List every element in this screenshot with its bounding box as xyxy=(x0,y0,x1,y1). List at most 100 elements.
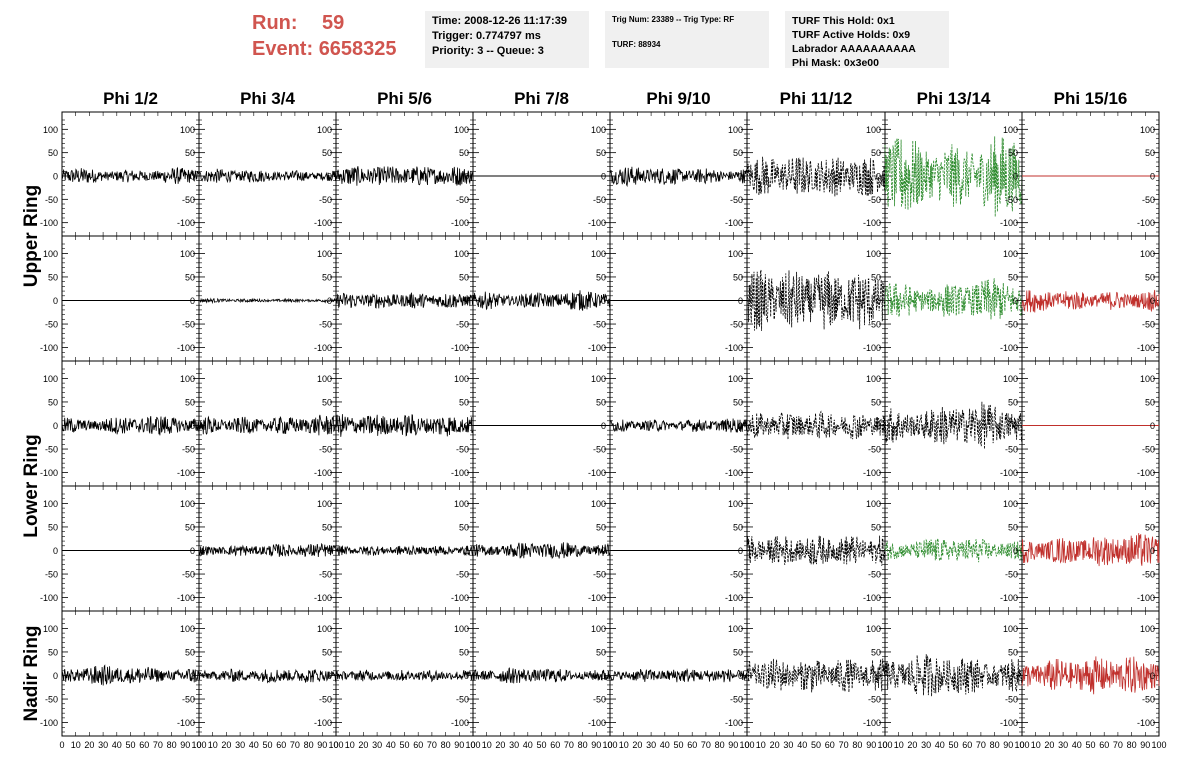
x-tick-label: 90 xyxy=(1140,740,1150,750)
x-tick-label: 90 xyxy=(591,740,601,750)
x-tick-label: 20 xyxy=(632,740,642,750)
y-tick-label: 100 xyxy=(591,624,606,634)
y-tick-label: 50 xyxy=(322,647,332,657)
y-tick-label: 50 xyxy=(48,272,58,282)
column-title: Phi 15/16 xyxy=(1054,89,1128,108)
column-title: Phi 11/12 xyxy=(780,89,853,108)
y-tick-label: 0 xyxy=(1150,421,1155,431)
waveform-panel: -100 -50 0 50 100 xyxy=(451,360,611,487)
x-tick-label: 30 xyxy=(921,740,931,750)
waveform-series xyxy=(198,668,337,684)
x-tick-label: 20 xyxy=(907,740,917,750)
y-tick-label: 100 xyxy=(866,125,881,135)
y-tick-label: -50 xyxy=(182,570,195,580)
x-tick-label: 90 xyxy=(866,740,876,750)
y-tick-label: 0 xyxy=(190,671,195,681)
y-tick-label: 50 xyxy=(733,148,743,158)
x-tick-label: 30 xyxy=(235,740,245,750)
waveform-panel: -100 -50 0 50 100 xyxy=(588,235,748,362)
waveform-series xyxy=(61,416,200,436)
y-tick-label: 100 xyxy=(728,249,743,259)
x-tick-label: 60 xyxy=(687,740,697,750)
y-tick-label: 100 xyxy=(1140,125,1155,135)
column-title: Phi 7/8 xyxy=(514,89,569,108)
y-tick-label: 100 xyxy=(866,624,881,634)
x-tick-label: 30 xyxy=(98,740,108,750)
y-tick-label: 0 xyxy=(876,172,881,182)
y-tick-label: 0 xyxy=(464,546,469,556)
x-tick-label: 0 xyxy=(1019,740,1024,750)
y-tick-label: -50 xyxy=(593,195,606,205)
waveform-series xyxy=(335,166,474,186)
waveform-panel: -100 -50 0 50 100 xyxy=(1000,485,1160,612)
y-tick-label: -50 xyxy=(182,320,195,330)
x-tick-label: 80 xyxy=(578,740,588,750)
x-tick-label: 10 xyxy=(1031,740,1041,750)
y-tick-label: 50 xyxy=(871,647,881,657)
x-tick-label: 0 xyxy=(744,740,749,750)
y-tick-label: 50 xyxy=(459,522,469,532)
x-tick-label: 40 xyxy=(660,740,670,750)
x-tick-label: 80 xyxy=(304,740,314,750)
y-tick-label: -50 xyxy=(730,445,743,455)
y-tick-label: 0 xyxy=(1150,671,1155,681)
y-tick-label: -100 xyxy=(314,218,332,228)
x-tick-label: 80 xyxy=(1127,740,1137,750)
y-tick-label: 100 xyxy=(1003,249,1018,259)
x-tick-label: 60 xyxy=(139,740,149,750)
y-tick-label: -100 xyxy=(451,468,469,478)
y-tick-label: 100 xyxy=(317,125,332,135)
y-tick-label: 0 xyxy=(464,671,469,681)
x-tick-label: 0 xyxy=(196,740,201,750)
y-tick-label: -50 xyxy=(45,695,58,705)
y-tick-label: -50 xyxy=(319,445,332,455)
waveform-panel: -100 -50 0 50 100 xyxy=(863,360,1023,487)
x-tick-label: 70 xyxy=(1113,740,1123,750)
y-tick-label: 0 xyxy=(876,421,881,431)
x-tick-label: 80 xyxy=(990,740,1000,750)
x-tick-label: 100 xyxy=(328,740,343,750)
y-tick-label: -100 xyxy=(177,343,195,353)
y-tick-label: -100 xyxy=(40,593,58,603)
x-tick-label: 40 xyxy=(935,740,945,750)
y-tick-label: -100 xyxy=(863,218,881,228)
x-tick-label: 70 xyxy=(701,740,711,750)
x-tick-label: 20 xyxy=(770,740,780,750)
waveform-series xyxy=(61,166,200,184)
x-tick-label: 100 xyxy=(1014,740,1029,750)
x-tick-label: 10 xyxy=(756,740,766,750)
column-title: Phi 13/14 xyxy=(917,89,991,108)
y-tick-label: 100 xyxy=(317,249,332,259)
turf-text: TURF: 88934 xyxy=(612,40,661,49)
y-tick-label: -100 xyxy=(177,218,195,228)
x-tick-label: 80 xyxy=(167,740,177,750)
y-tick-label: 50 xyxy=(459,272,469,282)
waveform-panel: -100 -50 0 50 100 xyxy=(40,111,200,237)
y-tick-label: 0 xyxy=(1013,296,1018,306)
y-tick-label: 50 xyxy=(1145,148,1155,158)
x-tick-label: 50 xyxy=(399,740,409,750)
y-tick-label: 50 xyxy=(733,272,743,282)
priority-text: Priority: 3 -- Queue: 3 xyxy=(432,45,544,57)
x-tick-label: 70 xyxy=(839,740,849,750)
waveform-series xyxy=(746,535,886,567)
y-tick-label: -100 xyxy=(725,718,743,728)
run-label: Run: xyxy=(252,12,298,34)
y-tick-label: -50 xyxy=(1005,445,1018,455)
x-tick-label: 100 xyxy=(191,740,206,750)
waveform-panel: -100 -50 0 50 100 xyxy=(588,610,748,737)
y-tick-label: -50 xyxy=(868,195,881,205)
x-tick-label: 20 xyxy=(358,740,368,750)
y-tick-label: 100 xyxy=(1003,499,1018,509)
waveform-panel: -100 -50 0 50 100 xyxy=(863,111,1023,237)
phi-mask-text: Phi Mask: 0x3e00 xyxy=(792,57,879,69)
time-info-box: Time: 2008-12-26 11:17:39 Trigger: 0.774… xyxy=(425,11,589,68)
y-tick-label: -50 xyxy=(730,695,743,705)
y-tick-label: 50 xyxy=(1008,397,1018,407)
waveform-panel: -100 -50 0 50 100 xyxy=(1000,111,1160,237)
y-tick-label: 50 xyxy=(1008,148,1018,158)
y-tick-label: 100 xyxy=(728,125,743,135)
y-tick-label: 0 xyxy=(53,172,58,182)
y-tick-label: 100 xyxy=(43,125,58,135)
y-tick-label: 100 xyxy=(591,125,606,135)
